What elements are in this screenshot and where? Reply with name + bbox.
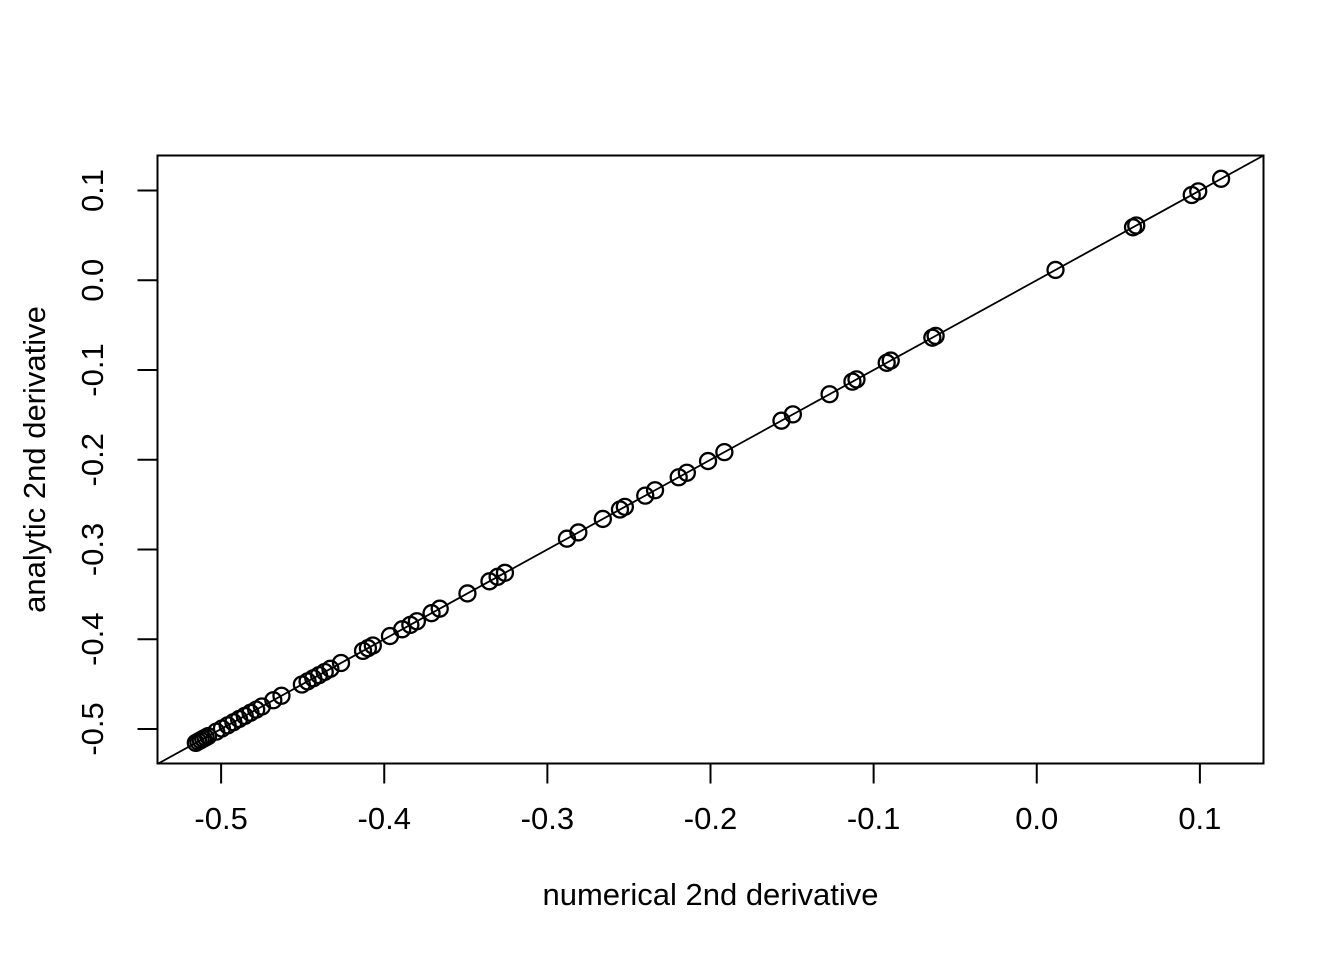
x-axis-tick-label: -0.1 [847, 801, 900, 836]
y-axis-title: analytic 2nd derivative [17, 306, 52, 613]
data-point [331, 653, 351, 673]
data-point [698, 451, 718, 471]
data-point [458, 584, 477, 603]
data-point [1127, 216, 1146, 235]
x-axis-tick-label: -0.2 [684, 801, 737, 836]
data-point [677, 463, 696, 482]
identity-line-layer [157, 154, 1264, 765]
x-axis-title: numerical 2nd derivative [542, 877, 878, 912]
data-point [926, 326, 945, 346]
y-axis-tick-label: -0.4 [75, 612, 110, 665]
x-axis-tick-label: 0.0 [1015, 801, 1058, 836]
data-point [363, 636, 382, 655]
x-axis-tick-label: -0.3 [521, 801, 574, 836]
y-axis-tick-label: 0.1 [75, 169, 110, 212]
data-point [820, 385, 839, 404]
data-point [783, 405, 803, 424]
data-point [593, 509, 612, 529]
data-point [569, 523, 588, 542]
data-point [1189, 182, 1208, 201]
data-point [1046, 260, 1065, 280]
y-axis-tick-label: -0.5 [75, 702, 110, 755]
x-axis-tick-label: -0.5 [194, 801, 247, 836]
data-point [272, 686, 291, 705]
data-point [615, 497, 635, 516]
data-point [645, 481, 665, 500]
data-point [407, 612, 427, 631]
axes-layer: -0.5 -0.4 -0.3 -0.2 -0.1 0.0 0.1 0.1 0.0 -0.1 -0.2… [75, 154, 1265, 836]
x-axis-tick-label: 0.1 [1178, 801, 1221, 836]
y-axis-tick-label: -0.1 [75, 343, 110, 396]
data-point [495, 563, 515, 582]
identity-line [157, 154, 1264, 765]
data-point [430, 599, 449, 618]
points-layer [186, 169, 1231, 753]
data-point [321, 659, 340, 678]
data-point [847, 370, 866, 389]
y-axis-tick-label: -0.2 [75, 433, 110, 486]
y-axis-tick-label: 0.0 [75, 259, 110, 302]
data-point [1211, 169, 1231, 188]
data-point [881, 351, 900, 370]
data-point [636, 486, 655, 505]
y-axis-tick-label: -0.3 [75, 523, 110, 576]
data-point [715, 442, 734, 462]
x-axis-tick-label: -0.4 [358, 801, 411, 836]
